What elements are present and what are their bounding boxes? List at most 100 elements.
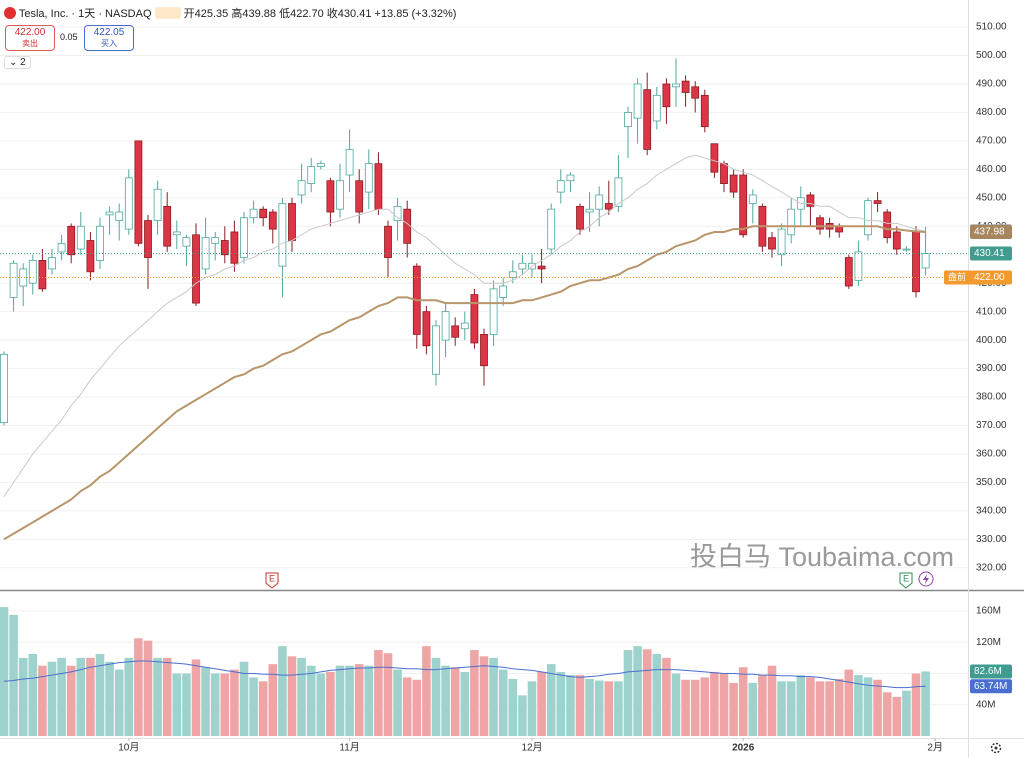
volume-bar bbox=[268, 664, 278, 736]
candle-body bbox=[864, 200, 872, 236]
moving-average-line bbox=[3, 154, 926, 497]
y-tick-label: 500.00 bbox=[976, 50, 1007, 61]
settings-icon[interactable] bbox=[990, 742, 1002, 754]
candle-body bbox=[662, 83, 671, 108]
candle-body bbox=[912, 231, 920, 293]
candle-body bbox=[556, 180, 565, 193]
volume-bar bbox=[57, 657, 66, 736]
volume-bar bbox=[9, 614, 18, 736]
volume-bar bbox=[815, 681, 825, 736]
moving-average-line bbox=[3, 660, 926, 689]
volume-bar bbox=[681, 679, 690, 736]
volume-bar bbox=[431, 657, 441, 736]
y-tick-label: 340.00 bbox=[976, 506, 1007, 517]
ohlc-value: 430.41 bbox=[337, 8, 372, 20]
candle-body bbox=[172, 231, 181, 236]
volume-bar bbox=[556, 671, 566, 736]
volume-bar bbox=[806, 677, 815, 736]
candle-body bbox=[345, 149, 354, 176]
volume-bar bbox=[671, 673, 681, 736]
candle-body bbox=[451, 325, 460, 338]
ohlc-label: 收 bbox=[326, 8, 338, 20]
candle-body bbox=[393, 205, 402, 221]
volume-bar bbox=[162, 657, 172, 736]
volume-bar bbox=[546, 664, 556, 736]
volume-bar bbox=[470, 650, 479, 736]
logo bbox=[4, 7, 16, 19]
volume-bar bbox=[441, 665, 450, 736]
indicator-toggle[interactable]: ⌄ 2 bbox=[4, 56, 31, 69]
volume-bar bbox=[508, 678, 518, 736]
price-tag-label: 437.98 bbox=[974, 227, 1005, 238]
volume-bar bbox=[134, 638, 143, 736]
volume-bar bbox=[479, 656, 489, 736]
candle-body bbox=[9, 262, 18, 298]
volume-bar bbox=[690, 679, 700, 736]
candle-body bbox=[316, 163, 325, 167]
candle-body bbox=[201, 237, 210, 270]
y-tick-label: 410.00 bbox=[976, 306, 1007, 317]
price-tag bbox=[970, 664, 1012, 679]
volume-bar bbox=[249, 677, 258, 736]
candle-body bbox=[489, 288, 498, 335]
candle-body bbox=[873, 200, 882, 204]
candle-body bbox=[336, 180, 344, 210]
volume-bar bbox=[719, 673, 729, 736]
candle-body bbox=[211, 237, 220, 244]
volume-bar bbox=[594, 680, 604, 736]
event-label: E bbox=[903, 573, 909, 583]
candle-body bbox=[537, 265, 546, 270]
volume-bar bbox=[652, 653, 662, 736]
candle-body bbox=[268, 211, 277, 230]
volume-bar bbox=[834, 678, 844, 736]
candle-body bbox=[720, 163, 728, 184]
volume-bar bbox=[124, 657, 134, 736]
candle-body bbox=[0, 353, 8, 424]
volume-bar bbox=[633, 646, 642, 736]
candle-body bbox=[576, 205, 584, 230]
volume-bar bbox=[95, 653, 105, 736]
buy-price: 422.05 bbox=[93, 27, 125, 38]
buy-button[interactable]: 422.05 买入 bbox=[84, 25, 134, 51]
volume-bar bbox=[537, 671, 546, 736]
candle-body bbox=[547, 208, 556, 250]
dividend-icon bbox=[918, 571, 934, 587]
candle-body bbox=[182, 237, 191, 247]
sell-button[interactable]: 422.00 卖出 bbox=[5, 25, 55, 51]
volume-bar bbox=[642, 649, 652, 736]
candle-body bbox=[86, 240, 95, 273]
price-tag-label: 422.00 bbox=[974, 272, 1005, 283]
candle-body bbox=[115, 211, 124, 221]
y-tick-label: 350.00 bbox=[976, 477, 1007, 488]
x-tick-label: 2月 bbox=[927, 742, 943, 754]
candle-body bbox=[566, 174, 575, 182]
y-tick-label: 390.00 bbox=[976, 363, 1007, 374]
volume-bar bbox=[364, 665, 374, 736]
volume-bar bbox=[172, 673, 182, 736]
volume-bar bbox=[28, 653, 38, 736]
volume-bar bbox=[316, 673, 326, 736]
status-icon bbox=[154, 7, 181, 19]
volume-bar bbox=[450, 667, 460, 736]
candle-body bbox=[307, 166, 316, 184]
volume-bar bbox=[374, 650, 383, 736]
volume-bar bbox=[86, 657, 95, 736]
volume-bar bbox=[412, 679, 422, 736]
volume-bar bbox=[882, 692, 892, 736]
volume-bar bbox=[854, 675, 863, 736]
candle-body bbox=[374, 163, 383, 210]
volume-bar bbox=[287, 656, 297, 736]
candle-body bbox=[806, 194, 815, 207]
ohlc-label: 开 bbox=[183, 8, 195, 20]
volume-bar bbox=[210, 673, 220, 736]
event-marker: E bbox=[899, 572, 913, 589]
y-tick-label: 330.00 bbox=[976, 534, 1007, 545]
header: Tesla, Inc. · 1天 · NASDAQ 开425.35 高439.8… bbox=[4, 5, 456, 21]
volume-bar bbox=[239, 661, 249, 736]
candle-body bbox=[691, 86, 700, 99]
symbol: Tesla, Inc. · 1天 · NASDAQ bbox=[18, 8, 152, 20]
candle-body bbox=[892, 231, 901, 250]
candle-body bbox=[432, 325, 440, 375]
price-tag bbox=[970, 679, 1012, 694]
